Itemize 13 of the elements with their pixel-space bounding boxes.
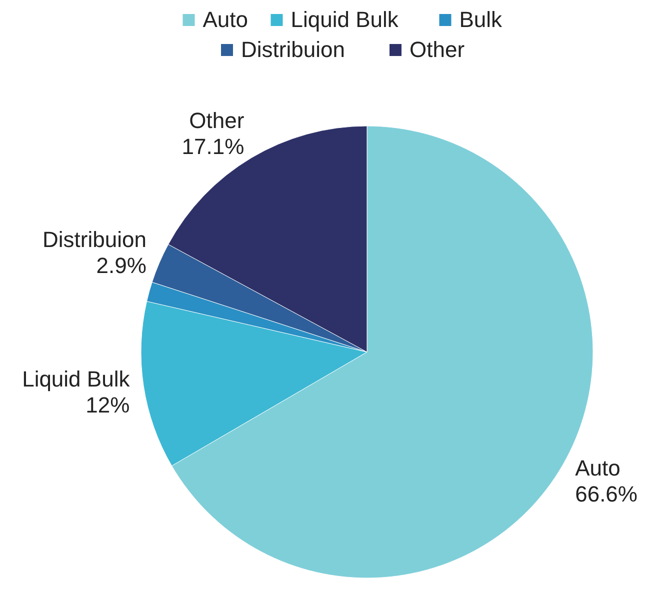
legend-label: Other bbox=[410, 37, 465, 62]
slice-label: Auto bbox=[575, 456, 620, 481]
legend-label: Liquid Bulk bbox=[290, 7, 400, 32]
data-label: 12% bbox=[86, 392, 130, 418]
data-label: 17.1% bbox=[182, 134, 244, 160]
legend-label: Distribuion bbox=[241, 37, 345, 62]
legend-label: Auto bbox=[202, 7, 248, 32]
slice-label: Other bbox=[189, 108, 244, 134]
slice-label: Liquid Bulk bbox=[22, 366, 131, 392]
legend-label: Bulk bbox=[459, 7, 504, 32]
slice-label: Distribuion bbox=[42, 227, 146, 252]
data-label: 66.6% bbox=[575, 482, 638, 507]
data-label: 2.9% bbox=[96, 253, 146, 278]
